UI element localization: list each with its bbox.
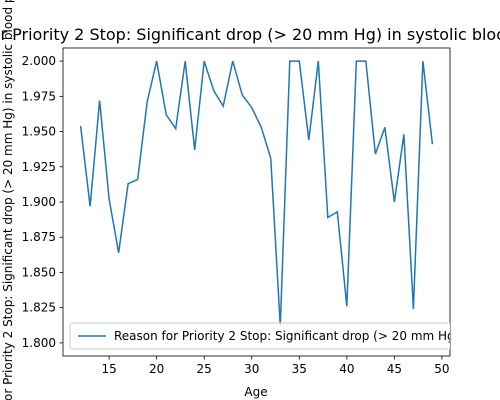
- x-tick-label: 15: [101, 362, 116, 376]
- y-tick-label: 2.000: [22, 54, 56, 68]
- y-tick-label: 1.825: [22, 301, 56, 315]
- plot-area: 15 20 25 30 35 40 45 50 1.800 1.825 1.850 1.875 1.9…: [22, 47, 451, 376]
- x-tick-label: 25: [197, 362, 212, 376]
- x-axis-label: Age: [244, 385, 267, 399]
- x-tick-label: 50: [434, 362, 449, 376]
- plot-frame: [62, 47, 451, 357]
- y-tick-label: 1.950: [22, 125, 56, 139]
- legend-entry-label: Reason for Priority 2 Stop: Significant …: [114, 329, 500, 343]
- y-tick-label: 1.850: [22, 265, 56, 279]
- y-tick-label: 1.925: [22, 160, 56, 174]
- y-tick-label: 1.800: [22, 336, 56, 350]
- y-tick-label: 1.875: [22, 230, 56, 244]
- y-axis-label: Reason for Priority 2 Stop: Significant …: [1, 0, 15, 400]
- x-tick-label: 45: [387, 362, 402, 376]
- legend: Reason for Priority 2 Stop: Significant …: [69, 322, 500, 350]
- y-axis-ticks: 1.800 1.825 1.850 1.875 1.900 1.925 1.950 1.975…: [22, 54, 63, 350]
- x-tick-label: 40: [339, 362, 354, 376]
- x-tick-label: 35: [292, 362, 307, 376]
- series-line: [79, 60, 434, 327]
- x-tick-label: 20: [149, 362, 164, 376]
- x-axis-ticks: 15 20 25 30 35 40 45 50: [101, 356, 450, 376]
- x-tick-label: 30: [244, 362, 259, 376]
- y-tick-label: 1.975: [22, 89, 56, 103]
- legend-frame: [69, 322, 450, 350]
- y-tick-label: 1.900: [22, 195, 56, 209]
- chart-title: Reason for Priority 2 Stop: Significant …: [0, 25, 500, 44]
